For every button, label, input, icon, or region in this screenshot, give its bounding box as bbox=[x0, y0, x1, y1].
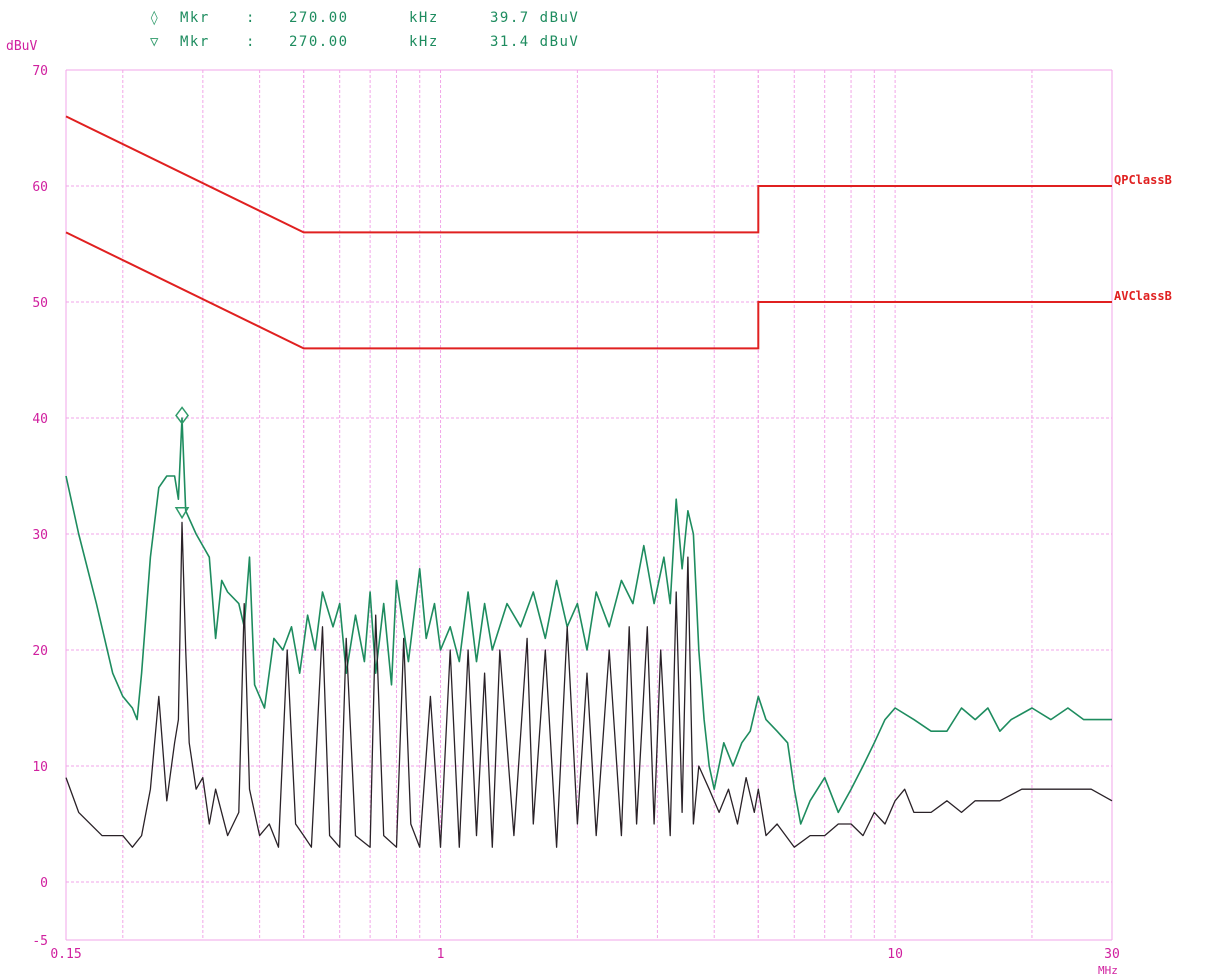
marker-triangle-symbol: ▽ bbox=[150, 34, 160, 50]
limit-line-avclassb bbox=[65, 231, 1112, 350]
y-tick-label: 10 bbox=[32, 760, 48, 775]
y-tick-label: 20 bbox=[32, 644, 48, 659]
marker-readout: ◊ Mkr : 270.00 kHz 39.7 dBuV ▽ Mkr : 270… bbox=[150, 10, 579, 50]
marker-readout-row-1: ◊ Mkr : 270.00 kHz 39.7 dBuV bbox=[150, 10, 579, 26]
marker-level: 31.4 dBuV bbox=[490, 34, 579, 50]
marker-diamond-symbol: ◊ bbox=[150, 10, 160, 26]
marker-frequency-unit: kHz bbox=[409, 34, 439, 50]
y-tick-label: -5 bbox=[32, 934, 48, 949]
y-axis-label: dBuV bbox=[6, 39, 37, 54]
marker-separator: : bbox=[246, 34, 256, 50]
marker-symbols bbox=[174, 406, 190, 520]
limit-label-avclassb: AVClassB bbox=[1114, 289, 1172, 303]
marker-triangle bbox=[174, 507, 190, 520]
x-tick-label: 0.15 bbox=[50, 947, 81, 962]
y-tick-label: 30 bbox=[32, 528, 48, 543]
y-tick-label: 50 bbox=[32, 296, 48, 311]
y-tick-label: 60 bbox=[32, 180, 48, 195]
y-tick-label: 40 bbox=[32, 412, 48, 427]
marker-label: Mkr bbox=[180, 34, 210, 50]
limit-label-qpclassb: QPClassB bbox=[1114, 173, 1172, 187]
x-tick-label: 30 bbox=[1104, 947, 1120, 962]
marker-label: Mkr bbox=[180, 10, 210, 26]
marker-level: 39.7 dBuV bbox=[490, 10, 579, 26]
marker-separator: : bbox=[246, 10, 256, 26]
limit-line-qpclassb bbox=[65, 115, 1112, 234]
marker-frequency: 270.00 bbox=[289, 10, 349, 26]
x-tick-labels: 0.15 1 10 30 bbox=[50, 947, 1119, 962]
trace-qp bbox=[65, 417, 1112, 825]
marker-diamond bbox=[175, 406, 189, 425]
y-tick-label: 70 bbox=[32, 64, 48, 79]
trace-av bbox=[65, 521, 1113, 848]
x-tick-label: 1 bbox=[437, 947, 445, 962]
marker-frequency: 270.00 bbox=[289, 34, 349, 50]
marker-frequency-unit: kHz bbox=[409, 10, 439, 26]
limit-lines: QPClassB AVClassB bbox=[65, 115, 1172, 350]
y-tick-label: 0 bbox=[40, 876, 48, 891]
marker-readout-row-2: ▽ Mkr : 270.00 kHz 31.4 dBuV bbox=[150, 34, 579, 50]
measurement-traces bbox=[65, 417, 1113, 848]
x-axis-unit-label: MHz bbox=[1098, 964, 1118, 977]
x-tick-label: 10 bbox=[887, 947, 903, 962]
plot-grid bbox=[65, 69, 1113, 941]
y-tick-labels: -5 0 10 20 30 40 50 60 70 bbox=[32, 64, 48, 949]
